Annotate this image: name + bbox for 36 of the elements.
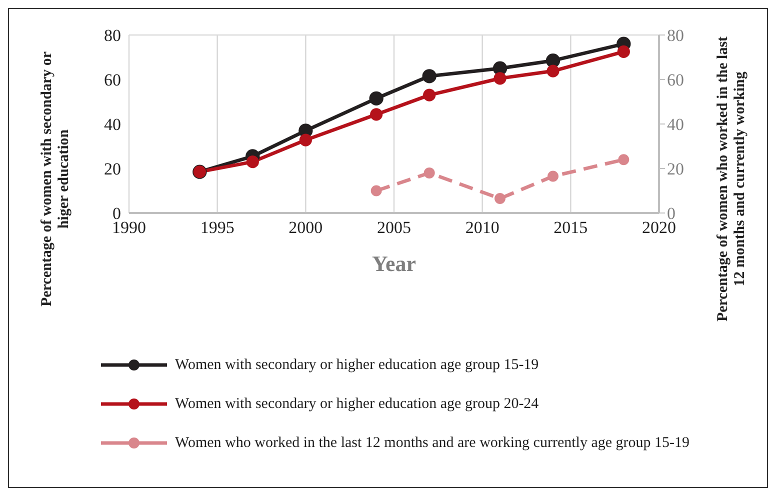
point — [422, 69, 436, 84]
point — [618, 154, 630, 166]
x-tick-label: 1990 — [112, 218, 146, 238]
x-tick-label: 2010 — [465, 218, 500, 238]
x-tick-label: 2005 — [377, 218, 411, 238]
point — [423, 88, 436, 102]
legend-label: Women who worked in the last 12 months and are working currently age group 15-19 — [175, 435, 690, 452]
point — [494, 72, 506, 85]
x-tick-label: 2000 — [288, 218, 323, 238]
point — [299, 134, 312, 146]
point — [246, 156, 259, 168]
y2-tick-label: 40 — [667, 115, 684, 134]
y-axis-title: Percentage of women with secondary or higer education — [39, 51, 72, 307]
point — [370, 185, 382, 196]
point — [370, 108, 383, 121]
y-tick-label: 20 — [104, 160, 121, 179]
point — [546, 64, 560, 78]
y-tick-label: 40 — [104, 115, 121, 134]
x-tick-label: 2015 — [554, 218, 588, 238]
x-axis-title: Year — [372, 251, 416, 276]
x-tick-label: 1995 — [200, 218, 234, 238]
y2-tick-label: 60 — [667, 70, 684, 90]
point — [546, 53, 560, 68]
point — [424, 167, 435, 178]
x-tick-label: 2020 — [642, 218, 676, 238]
y-tick-label: 80 — [104, 26, 121, 46]
point — [548, 170, 558, 182]
y2-axis-title: Percentage of women who worked in the last 12 months and currently working — [715, 36, 748, 322]
y2-tick-label: 80 — [667, 26, 684, 46]
point — [369, 91, 384, 106]
legend-label: Women with secondary or higher education age group 15-19 — [175, 357, 539, 374]
legend-label: Women with secondary or higher education age group 20-24 — [175, 396, 539, 413]
y-tick-label: 60 — [104, 70, 121, 90]
point — [494, 193, 506, 204]
point — [617, 45, 630, 58]
y2-tick-label: 20 — [667, 160, 684, 179]
